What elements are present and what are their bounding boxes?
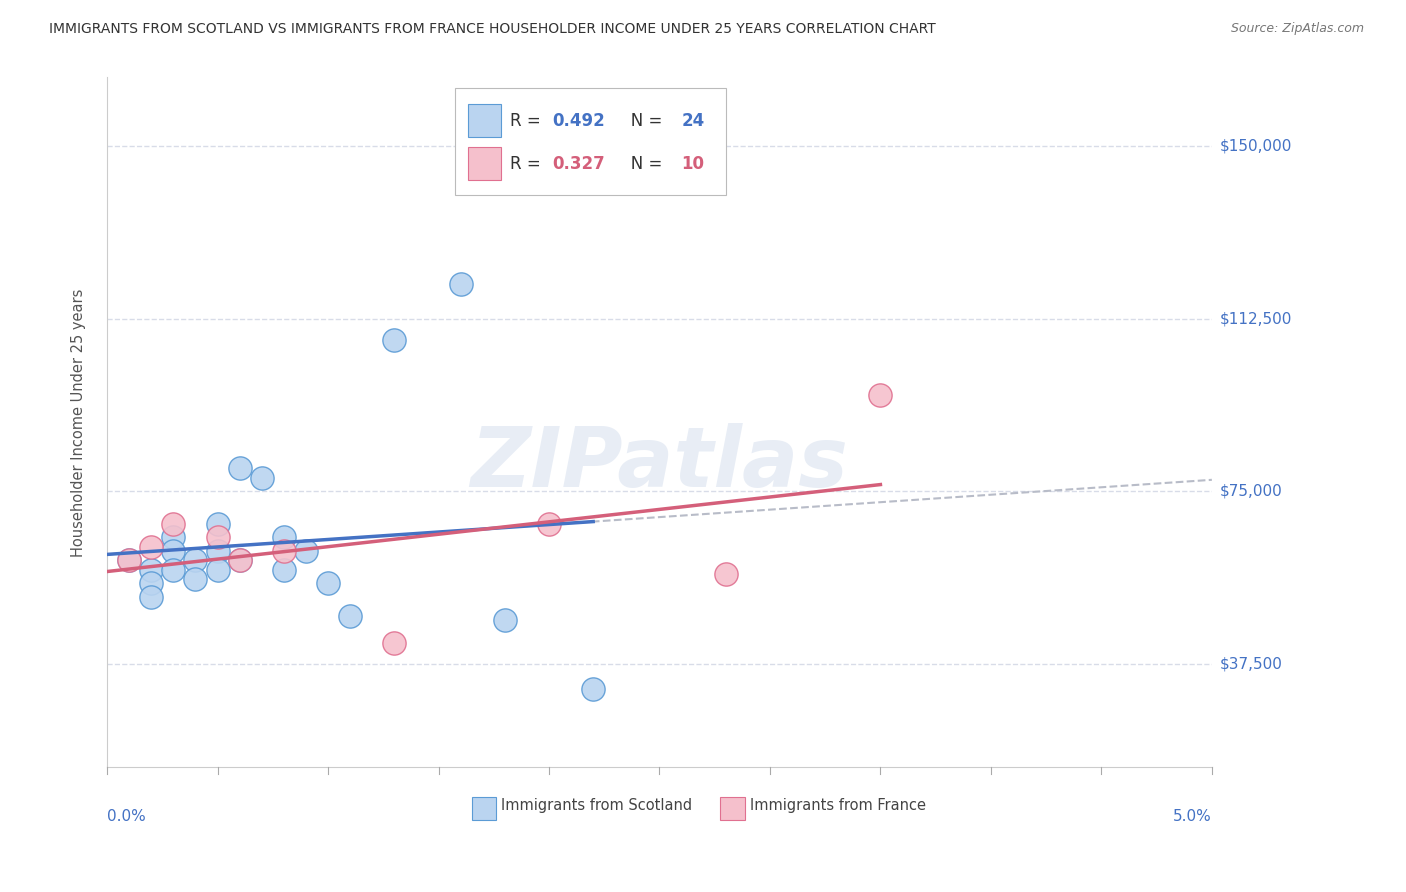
Point [273, 530, 295, 544]
Point [207, 562, 229, 576]
Y-axis label: Householder Income Under 25 years: Householder Income Under 25 years [72, 288, 86, 557]
Text: ZIPatlas: ZIPatlas [471, 423, 848, 504]
Point [339, 608, 361, 623]
Point [228, 553, 250, 567]
Point [228, 553, 250, 567]
Point [494, 613, 516, 627]
Point [207, 516, 229, 531]
Point [141, 576, 163, 591]
Text: N =: N = [616, 154, 668, 173]
Point [141, 562, 163, 576]
Point [273, 544, 295, 558]
Point [162, 530, 184, 544]
Point [118, 553, 141, 567]
Point [141, 540, 163, 554]
Point [162, 562, 184, 576]
Point [184, 553, 207, 567]
Point [162, 516, 184, 531]
Text: $150,000: $150,000 [1220, 139, 1292, 154]
Point [382, 333, 405, 347]
Point [450, 277, 472, 292]
Text: Immigrants from Scotland: Immigrants from Scotland [502, 797, 693, 813]
Text: 0.492: 0.492 [553, 112, 605, 130]
Point [316, 576, 339, 591]
Text: IMMIGRANTS FROM SCOTLAND VS IMMIGRANTS FROM FRANCE HOUSEHOLDER INCOME UNDER 25 Y: IMMIGRANTS FROM SCOTLAND VS IMMIGRANTS F… [49, 22, 936, 37]
Point [207, 544, 229, 558]
Text: 24: 24 [682, 112, 704, 130]
Point [250, 470, 273, 484]
Text: 0.327: 0.327 [553, 154, 605, 173]
Point [118, 553, 141, 567]
Point [869, 388, 891, 402]
Point [382, 636, 405, 650]
Point [207, 530, 229, 544]
Text: 10: 10 [682, 154, 704, 173]
Point [714, 567, 737, 582]
Point [537, 516, 560, 531]
Point [273, 562, 295, 576]
FancyBboxPatch shape [468, 147, 502, 180]
Point [295, 544, 318, 558]
Point [228, 461, 250, 475]
Text: 0.0%: 0.0% [107, 809, 146, 823]
Text: R =: R = [510, 112, 547, 130]
Text: R =: R = [510, 154, 547, 173]
Point [184, 572, 207, 586]
Text: Immigrants from France: Immigrants from France [749, 797, 927, 813]
Text: $75,000: $75,000 [1220, 483, 1282, 499]
FancyBboxPatch shape [471, 797, 496, 821]
FancyBboxPatch shape [456, 87, 725, 194]
Point [162, 544, 184, 558]
Point [141, 590, 163, 604]
Text: $112,500: $112,500 [1220, 311, 1292, 326]
Point [582, 682, 605, 697]
FancyBboxPatch shape [720, 797, 745, 821]
Text: Source: ZipAtlas.com: Source: ZipAtlas.com [1230, 22, 1364, 36]
Text: 5.0%: 5.0% [1173, 809, 1212, 823]
Text: $37,500: $37,500 [1220, 657, 1284, 672]
Text: N =: N = [616, 112, 668, 130]
FancyBboxPatch shape [468, 104, 502, 137]
